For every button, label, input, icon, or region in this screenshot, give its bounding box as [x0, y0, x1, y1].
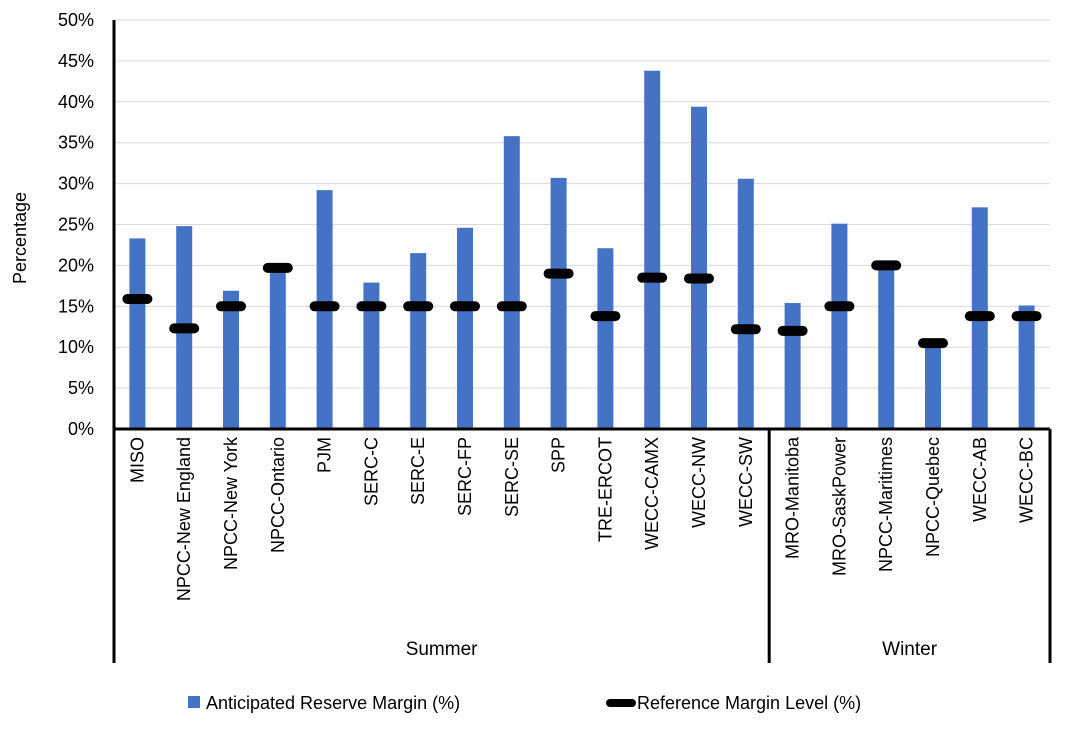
category-label: NPCC-Maritimes	[876, 437, 896, 572]
bar	[269, 268, 286, 429]
category-label: WECC-NW	[689, 437, 709, 528]
reference-marks	[122, 260, 1042, 349]
bar	[644, 70, 661, 429]
bar	[363, 282, 380, 429]
category-label: SPP	[549, 437, 569, 473]
y-tick-label: 10%	[58, 337, 94, 357]
legend-label: Anticipated Reserve Margin (%)	[206, 693, 460, 713]
bar	[737, 178, 754, 429]
bar	[925, 340, 941, 429]
y-tick-label: 45%	[58, 51, 94, 71]
bar	[223, 290, 239, 429]
bar	[410, 253, 427, 429]
axes	[112, 20, 1052, 663]
category-label: WECC-CAMX	[642, 437, 662, 550]
category-label: WECC-BC	[1017, 437, 1037, 523]
bar	[597, 248, 614, 429]
group-labels: Summer Winter	[406, 639, 938, 660]
category-label: PJM	[315, 437, 335, 473]
y-tick-label: 0%	[68, 419, 94, 439]
bar	[691, 106, 707, 429]
y-tick-label: 30%	[58, 174, 94, 194]
bar	[831, 223, 848, 429]
category-label: WECC-AB	[970, 437, 990, 522]
category-label: MRO-SaskPower	[829, 437, 849, 576]
category-label: SERC-E	[408, 437, 428, 505]
category-label: TRE-ERCOT	[595, 437, 615, 542]
bar	[878, 265, 895, 429]
y-tick-label: 5%	[68, 378, 94, 398]
category-label: NPCC-Quebec	[923, 437, 943, 557]
category-label: MISO	[127, 437, 147, 483]
y-tick-label: 50%	[58, 10, 94, 30]
bar	[1018, 305, 1035, 429]
category-label: NPCC-New York	[221, 436, 241, 570]
bar	[457, 227, 473, 429]
y-tick-label: 35%	[58, 133, 94, 153]
legend-label: Reference Margin Level (%)	[637, 693, 861, 713]
category-label: WECC-SW	[736, 437, 756, 527]
bar	[550, 177, 567, 429]
y-tick-label: 25%	[58, 215, 94, 235]
legend: Anticipated Reserve Margin (%) Reference …	[188, 693, 861, 713]
legend-swatch-bar	[188, 696, 200, 708]
gridlines	[114, 19, 1050, 389]
y-tick-label: 15%	[58, 296, 94, 316]
y-tick-label: 20%	[58, 255, 94, 275]
category-label: SERC-FP	[455, 437, 475, 516]
category-labels: MISO NPCC-New England NPCC-New York NPCC-On…	[127, 436, 1036, 601]
y-axis-ticks: 0% 5% 10% 15% 20% 25% 30% 35% 40% 45% 50%	[58, 10, 94, 439]
bars	[129, 70, 1035, 429]
group-label: Summer	[406, 639, 478, 660]
category-label: NPCC-New England	[174, 437, 194, 601]
bar	[503, 136, 520, 429]
y-tick-label: 40%	[58, 92, 94, 112]
bar	[784, 303, 801, 429]
y-axis-label: Percentage	[10, 192, 30, 284]
category-label: SERC-C	[361, 437, 381, 506]
category-label: SERC-SE	[502, 437, 522, 517]
category-label: MRO-Manitoba	[783, 436, 803, 559]
category-label: NPCC-Ontario	[268, 437, 288, 553]
bar	[129, 238, 146, 429]
group-label: Winter	[882, 639, 938, 660]
